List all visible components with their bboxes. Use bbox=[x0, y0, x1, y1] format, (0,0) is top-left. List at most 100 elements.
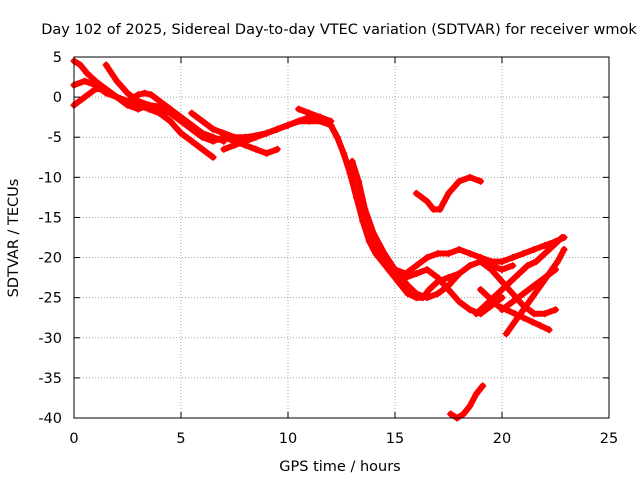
data-point bbox=[252, 145, 260, 153]
data-point bbox=[519, 250, 527, 258]
data-point bbox=[430, 205, 438, 213]
data-point bbox=[498, 278, 506, 286]
data-point bbox=[455, 246, 463, 254]
data-point bbox=[554, 258, 562, 266]
data-point bbox=[477, 254, 485, 262]
data-point bbox=[436, 205, 444, 213]
data-point bbox=[327, 121, 335, 129]
data-point bbox=[472, 390, 480, 398]
data-point bbox=[361, 205, 369, 213]
data-point bbox=[231, 141, 238, 149]
data-point bbox=[188, 137, 196, 145]
data-point bbox=[231, 133, 238, 141]
x-axis-label: GPS time / hours bbox=[279, 459, 400, 475]
data-point bbox=[340, 149, 348, 157]
plot-frame bbox=[73, 56, 610, 419]
data-point bbox=[472, 310, 480, 318]
data-point bbox=[295, 105, 303, 113]
grid bbox=[74, 57, 609, 418]
data-point bbox=[134, 105, 142, 113]
data-point bbox=[487, 258, 495, 266]
data-point bbox=[447, 410, 455, 418]
data-point bbox=[284, 121, 292, 129]
data-point bbox=[81, 77, 89, 85]
data-point bbox=[509, 298, 517, 306]
data-point bbox=[91, 85, 99, 93]
data-point bbox=[134, 97, 142, 105]
data-point bbox=[352, 193, 360, 201]
data-point bbox=[305, 109, 313, 117]
axis-ticks bbox=[73, 56, 610, 419]
data-point bbox=[511, 318, 519, 326]
data-point bbox=[316, 113, 324, 121]
y-tick-label: -15 bbox=[38, 210, 62, 226]
data-point bbox=[134, 91, 142, 99]
series-track-q-band bbox=[499, 266, 559, 313]
data-point bbox=[263, 129, 271, 137]
data-point bbox=[102, 61, 110, 69]
data-point bbox=[528, 318, 536, 326]
data-point bbox=[530, 246, 538, 254]
data-point bbox=[509, 254, 517, 262]
data-point bbox=[198, 133, 206, 141]
data-point bbox=[537, 322, 545, 330]
y-tick-labels: 5 0 -5 -10 -15 -20 -25 -30 -35 -40 bbox=[38, 50, 62, 427]
data-point bbox=[348, 157, 356, 165]
data-point bbox=[507, 278, 515, 286]
data-point bbox=[479, 382, 487, 390]
data-point bbox=[560, 246, 568, 254]
data-point bbox=[412, 262, 420, 270]
data-point bbox=[156, 105, 164, 113]
y-tick-label: -20 bbox=[38, 251, 62, 267]
data-point bbox=[519, 290, 527, 298]
data-point bbox=[124, 101, 131, 109]
data-point bbox=[380, 250, 388, 258]
data-point bbox=[198, 145, 206, 153]
data-point bbox=[455, 270, 463, 278]
data-point bbox=[346, 169, 354, 177]
data-point bbox=[502, 330, 510, 338]
x-tick-labels: 0 5 10 15 20 25 bbox=[69, 431, 618, 447]
data-point bbox=[494, 302, 502, 310]
data-point bbox=[515, 270, 523, 278]
data-point bbox=[380, 258, 388, 266]
y-tick-label: 0 bbox=[53, 90, 62, 106]
data-point bbox=[391, 270, 399, 278]
data-point bbox=[209, 153, 217, 161]
data-point bbox=[141, 89, 149, 97]
data-point bbox=[466, 250, 474, 258]
x-tick-label: 10 bbox=[279, 431, 297, 447]
data-point bbox=[445, 282, 452, 290]
data-point bbox=[455, 177, 463, 185]
data-point bbox=[530, 310, 538, 318]
data-point bbox=[445, 274, 452, 282]
y-tick-label: 5 bbox=[53, 50, 62, 66]
y-tick-label: -30 bbox=[38, 331, 62, 347]
y-tick-label: -5 bbox=[48, 130, 62, 146]
data-point bbox=[209, 125, 217, 133]
data-point bbox=[541, 274, 549, 282]
data-point bbox=[305, 117, 313, 125]
y-tick-label: -40 bbox=[38, 411, 62, 427]
data-point bbox=[333, 133, 341, 141]
data-point bbox=[466, 173, 474, 181]
data-point bbox=[188, 125, 196, 133]
data-point bbox=[466, 402, 474, 410]
data-point bbox=[370, 246, 378, 254]
data-point bbox=[124, 89, 131, 97]
y-tick-label: -25 bbox=[38, 291, 62, 307]
x-tick-label: 25 bbox=[600, 431, 618, 447]
data-point bbox=[541, 310, 549, 318]
data-point bbox=[113, 93, 121, 101]
data-point bbox=[541, 250, 549, 258]
data-point bbox=[241, 137, 249, 145]
y-tick-label: -35 bbox=[38, 371, 62, 387]
x-tick-label: 5 bbox=[176, 431, 185, 447]
data-point bbox=[81, 93, 89, 101]
data-point bbox=[485, 294, 493, 302]
data-point bbox=[145, 101, 153, 109]
data-point bbox=[166, 117, 174, 125]
data-point bbox=[541, 242, 549, 250]
